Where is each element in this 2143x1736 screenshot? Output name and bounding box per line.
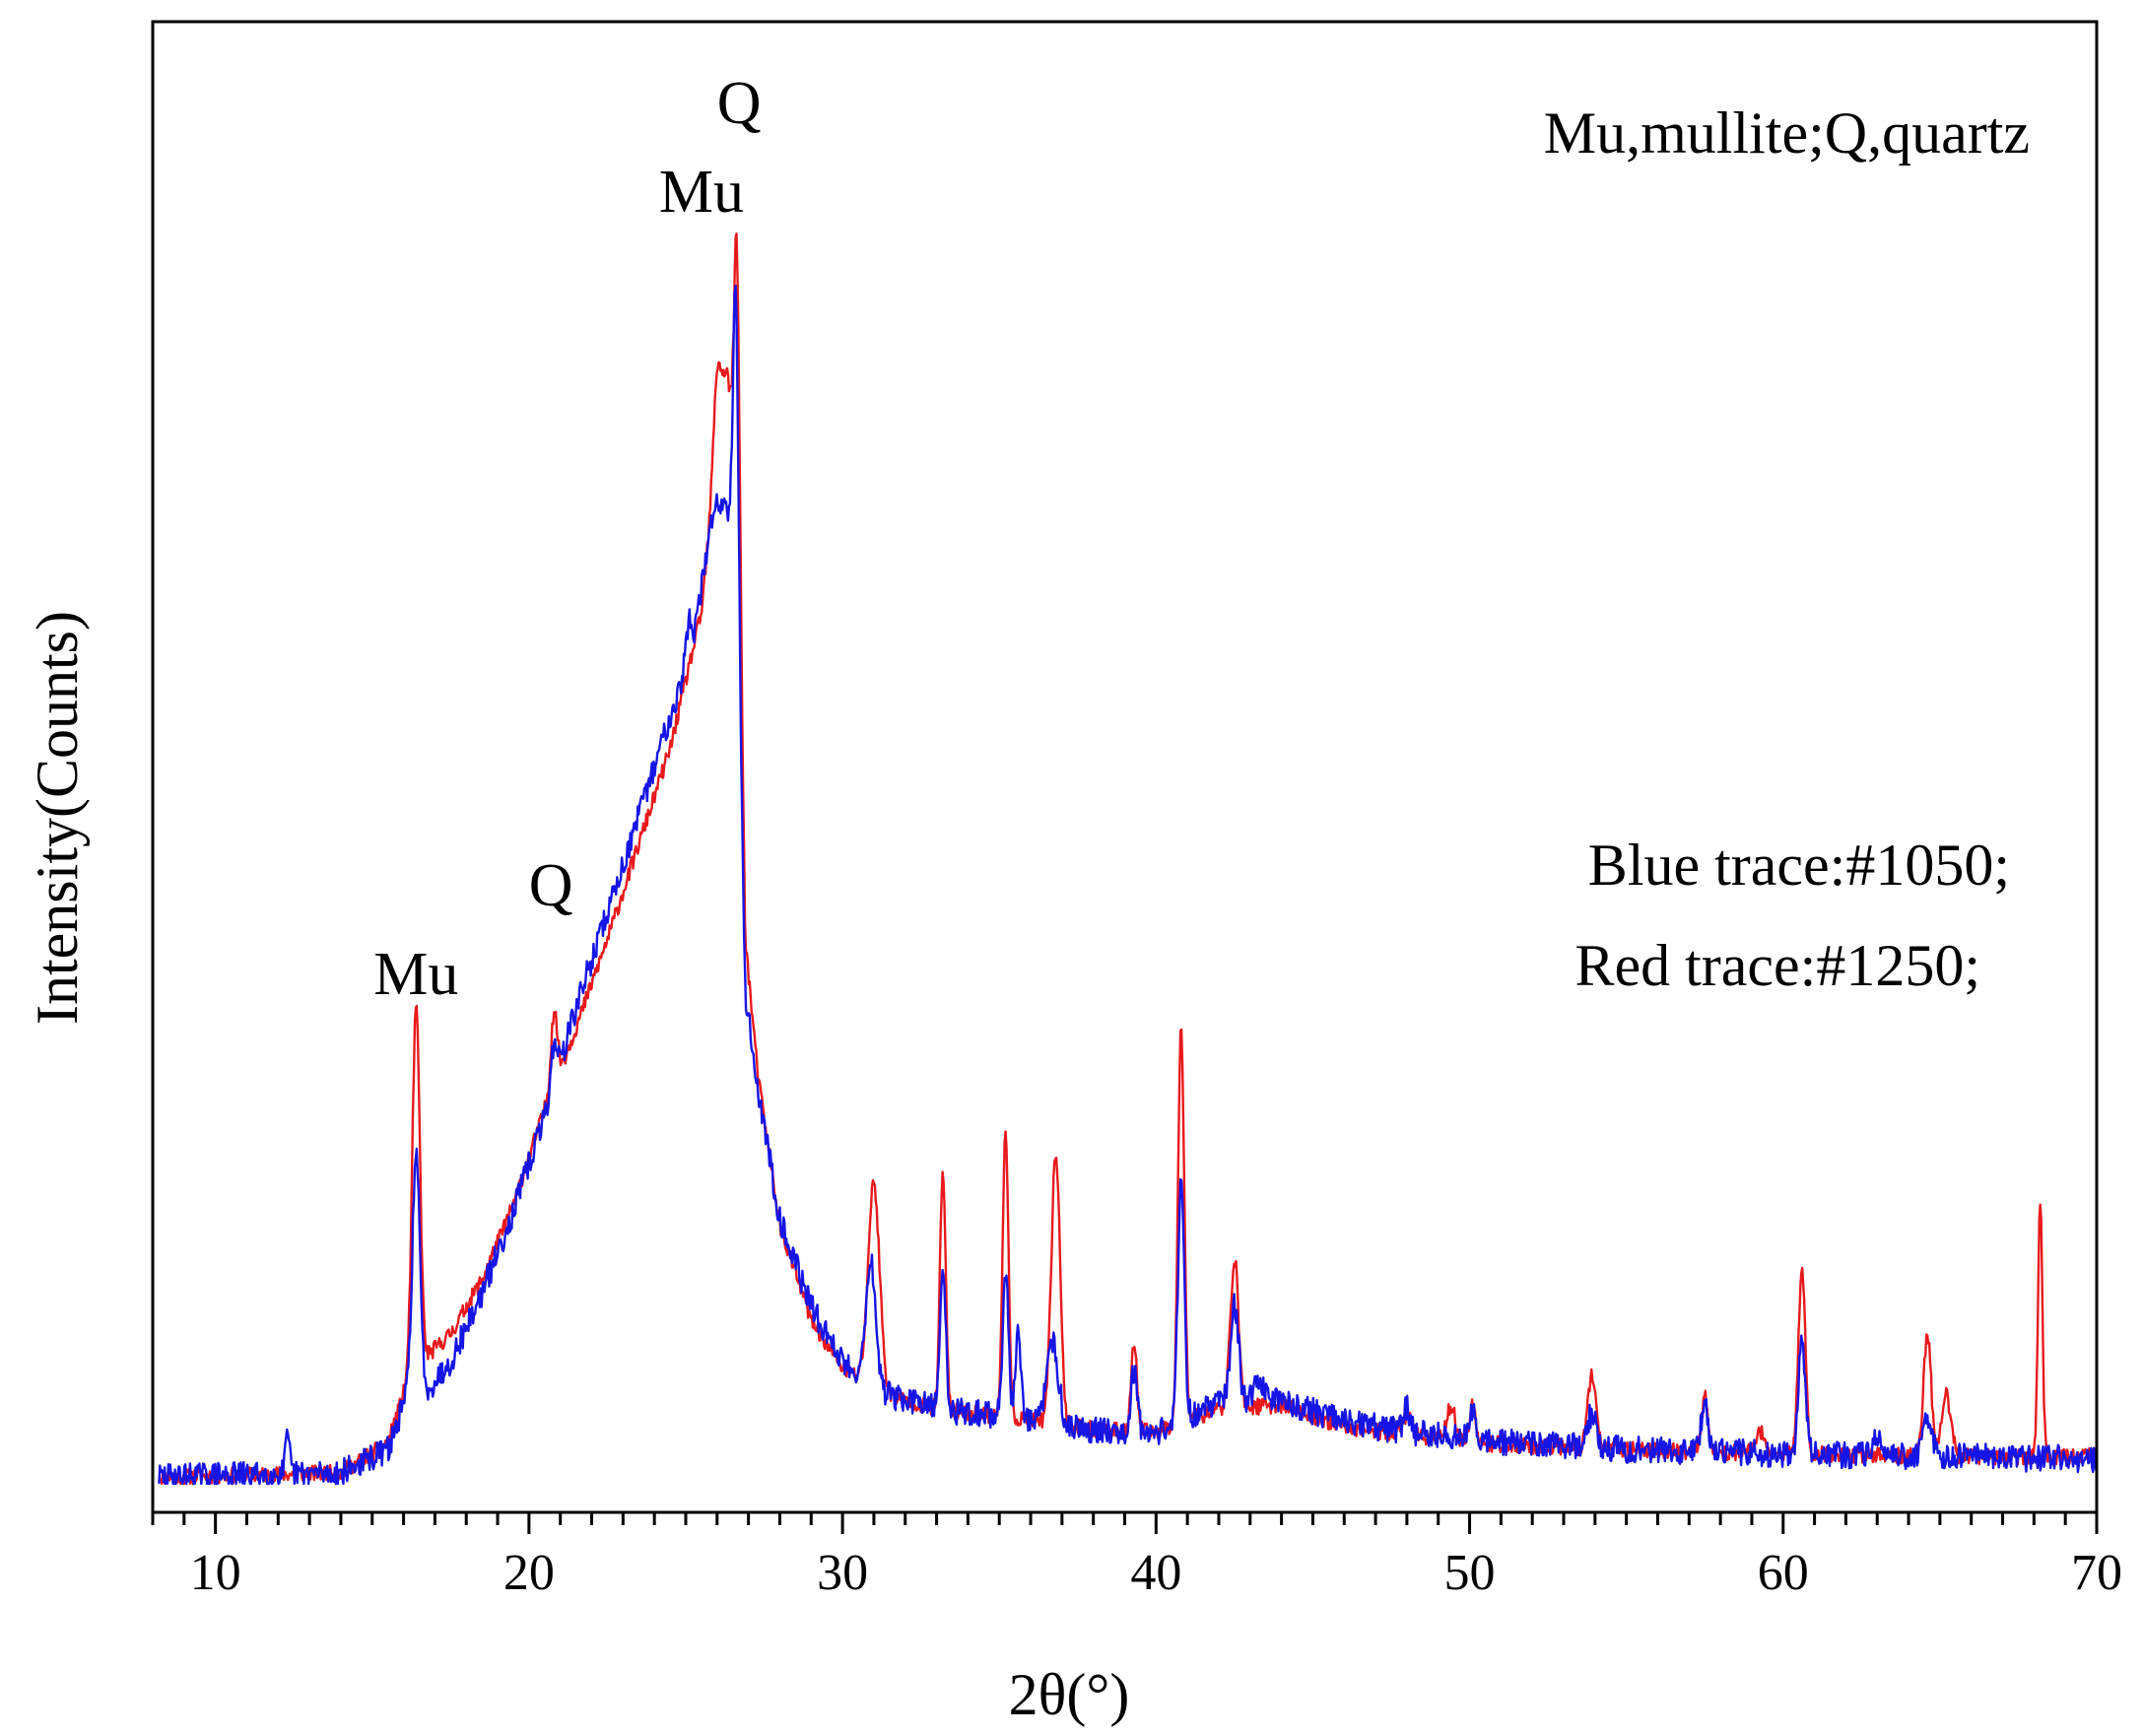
- legend-note-red-trace: Red trace:#1250;: [1574, 933, 1980, 998]
- y-axis-title: Intensity(Counts): [25, 611, 90, 1025]
- peak-label-q: Q: [717, 70, 762, 137]
- plot-series: [158, 233, 2098, 1486]
- legend-note-phases: Mu,mullite;Q,quartz: [1544, 100, 2030, 166]
- x-axis-ticks: [151, 1512, 2099, 1534]
- peak-label-mu: Mu: [373, 941, 458, 1008]
- peak-label-mu: Mu: [659, 159, 744, 226]
- x-tick-label: 40: [1130, 1545, 1181, 1601]
- x-tick-label: 50: [1444, 1545, 1496, 1601]
- peak-annotations: Mu Q Mu Q: [373, 70, 761, 1008]
- legend-note-blue-trace: Blue trace:#1050;: [1588, 833, 2010, 898]
- series-line-1050: [158, 284, 2098, 1486]
- x-tick-label: 10: [190, 1545, 241, 1601]
- peak-label-q: Q: [529, 852, 573, 919]
- x-tick-label: 30: [817, 1545, 868, 1601]
- x-axis-tick-labels: 10 20 30 40 50 60 70: [190, 1545, 2122, 1601]
- x-tick-label: 70: [2071, 1545, 2122, 1601]
- x-axis-title: 2θ(°): [1009, 1662, 1130, 1727]
- x-tick-label: 20: [503, 1545, 555, 1601]
- x-tick-label: 60: [1758, 1545, 1809, 1601]
